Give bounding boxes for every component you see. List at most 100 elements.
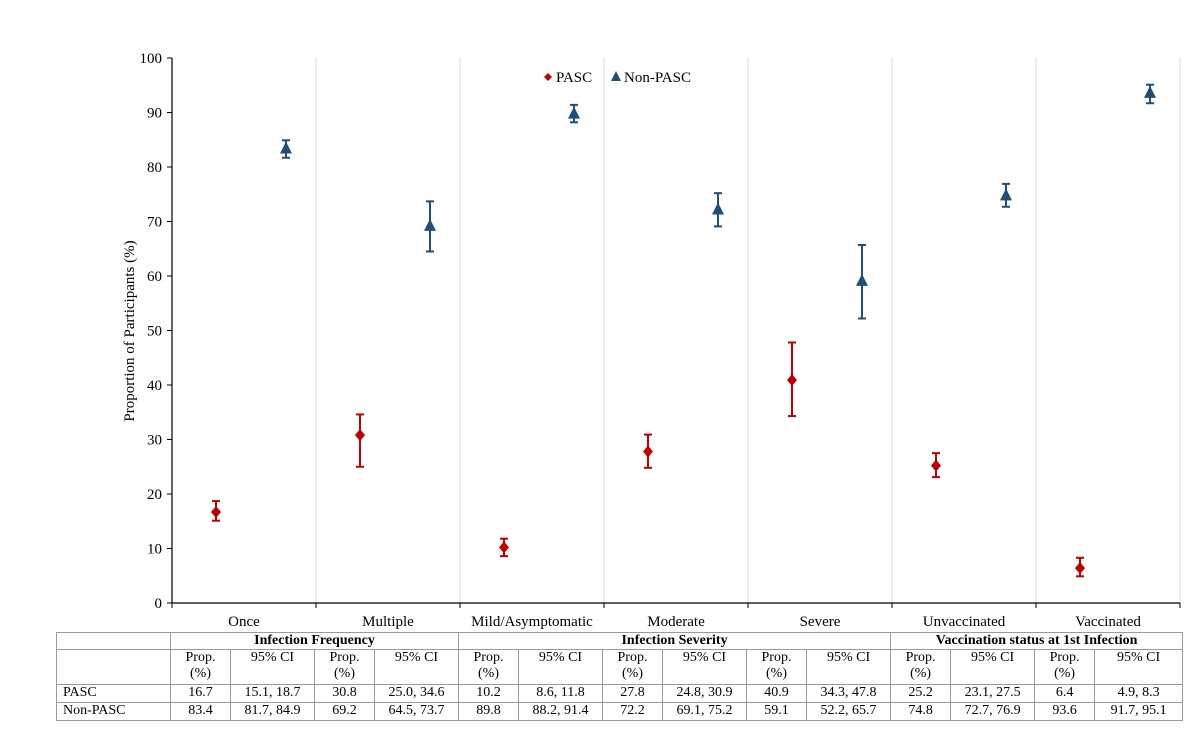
table-column-header-row: Prop. (%) 95% CI Prop. (%) 95% CI Prop. (%) 95% … (56, 649, 1184, 685)
series-pasc (211, 341, 1085, 578)
data-point (1000, 188, 1012, 201)
prop-value-cell: 6.4 (1034, 684, 1096, 703)
x-tick-label: Vaccinated (1075, 614, 1141, 630)
y-tick-label: 100 (140, 51, 163, 67)
legend-pasc-marker (544, 73, 552, 81)
group-infection-frequency: Infection Frequency (170, 632, 459, 650)
ci-value-cell: 81.7, 84.9 (230, 702, 315, 721)
legend: PASC Non-PASC (544, 70, 691, 86)
y-tick-label: 40 (147, 378, 162, 394)
prop-value-cell: 59.1 (746, 702, 807, 721)
prop-column-header: Prop. (%) (170, 649, 231, 685)
ci-value-cell: 25.0, 34.6 (374, 684, 459, 703)
ci-column-header: 95% CI (662, 649, 747, 685)
table-row: Non-PASC 83.4 81.7, 84.9 69.2 64.5, 73.7 89.… (56, 702, 1184, 721)
data-point (568, 106, 580, 119)
prop-column-header: Prop. (%) (1034, 649, 1096, 685)
prop-value-cell: 40.9 (746, 684, 807, 703)
prop-header-line-2: (%) (190, 666, 211, 681)
data-point (1075, 562, 1085, 575)
prop-header-line-2: (%) (910, 666, 932, 681)
data-point (712, 202, 724, 215)
prop-header-line-1: Prop. (473, 650, 504, 665)
ci-value-cell: 4.9, 8.3 (1094, 684, 1184, 703)
ci-value-cell: 23.1, 27.5 (950, 684, 1036, 703)
prop-header-line-1: Prop. (905, 650, 936, 665)
ci-value-cell: 72.7, 76.9 (950, 702, 1036, 721)
ci-value-cell: 64.5, 73.7 (374, 702, 459, 721)
category-separators (315, 58, 1181, 603)
prop-header-line-2: (%) (334, 666, 355, 681)
data-point (424, 218, 436, 231)
table-group-header-row: Infection Frequency Infection Severity V… (56, 632, 1184, 650)
table-row: PASC 16.7 15.1, 18.7 30.8 25.0, 34.6 10.2 8.6… (56, 684, 1184, 703)
prop-header-line-2: (%) (766, 666, 787, 681)
table-corner-cell (56, 632, 171, 650)
prop-column-header: Prop. (%) (602, 649, 663, 685)
ci-column-header: 95% CI (374, 649, 459, 685)
prop-column-header: Prop. (%) (746, 649, 807, 685)
data-point (1144, 85, 1156, 98)
y-tick-label: 90 (147, 106, 162, 122)
prop-header-line-1: Prop. (617, 650, 648, 665)
chart: 0 10 20 30 40 50 60 70 80 90 100 Once Multiple Mild/A… (122, 51, 1181, 630)
data-point (931, 459, 941, 472)
data-point (499, 541, 509, 554)
prop-value-cell: 27.8 (602, 684, 663, 703)
y-tick-label: 20 (147, 487, 162, 503)
ci-value-cell: 34.3, 47.8 (805, 684, 892, 703)
axes: 0 10 20 30 40 50 60 70 80 90 100 Once Multiple Mild/A… (140, 51, 1181, 630)
y-tick-label: 80 (147, 160, 162, 176)
prop-value-cell: 93.6 (1034, 702, 1096, 721)
x-tick-label: Once (228, 614, 260, 630)
ci-value-cell: 24.8, 30.9 (662, 684, 747, 703)
x-tick-label: Severe (800, 614, 841, 630)
y-tick-label: 0 (155, 596, 163, 612)
prop-value-cell: 89.8 (458, 702, 519, 721)
row-label: Non-PASC (56, 702, 171, 721)
prop-column-header: Prop. (%) (890, 649, 952, 685)
data-point (280, 141, 292, 154)
y-tick-label: 60 (147, 269, 162, 285)
x-tick-label: Moderate (647, 614, 705, 630)
table-header-blank-cell (56, 649, 171, 685)
prop-column-header: Prop. (%) (458, 649, 519, 685)
prop-header-line-2: (%) (622, 666, 643, 681)
x-tick-label: Multiple (362, 614, 414, 630)
prop-value-cell: 69.2 (314, 702, 375, 721)
data-series (211, 83, 1156, 578)
legend-pasc-label: PASC (556, 70, 592, 86)
data-point (643, 445, 653, 458)
data-point (787, 374, 797, 387)
data-point (211, 505, 221, 518)
ci-value-cell: 88.2, 91.4 (518, 702, 603, 721)
prop-value-cell: 25.2 (890, 684, 952, 703)
ci-value-cell: 69.1, 75.2 (662, 702, 747, 721)
ci-column-header: 95% CI (1094, 649, 1184, 685)
data-point (355, 429, 365, 442)
legend-non-pasc-label: Non-PASC (624, 70, 691, 86)
data-table: Infection Frequency Infection Severity V… (56, 632, 1184, 721)
prop-header-line-1: Prop. (185, 650, 216, 665)
prop-header-line-1: Prop. (761, 650, 792, 665)
prop-value-cell: 74.8 (890, 702, 952, 721)
prop-header-line-2: (%) (1054, 666, 1076, 681)
legend-non-pasc-marker (611, 71, 621, 81)
prop-header-line-1: Prop. (1049, 650, 1080, 665)
prop-column-header: Prop. (%) (314, 649, 375, 685)
prop-header-line-2: (%) (478, 666, 499, 681)
data-point (856, 273, 868, 286)
prop-value-cell: 10.2 (458, 684, 519, 703)
prop-value-cell: 72.2 (602, 702, 663, 721)
y-tick-label: 70 (147, 215, 162, 231)
ci-value-cell: 8.6, 11.8 (518, 684, 603, 703)
y-tick-label: 30 (147, 433, 162, 449)
ci-column-header: 95% CI (805, 649, 892, 685)
ci-column-header: 95% CI (230, 649, 315, 685)
y-tick-label: 10 (147, 542, 162, 558)
ci-value-cell: 91.7, 95.1 (1094, 702, 1184, 721)
y-axis-label: Proportion of Participants (%) (122, 240, 138, 421)
ci-value-cell: 52.2, 65.7 (805, 702, 892, 721)
ci-column-header: 95% CI (518, 649, 603, 685)
prop-value-cell: 83.4 (170, 702, 231, 721)
